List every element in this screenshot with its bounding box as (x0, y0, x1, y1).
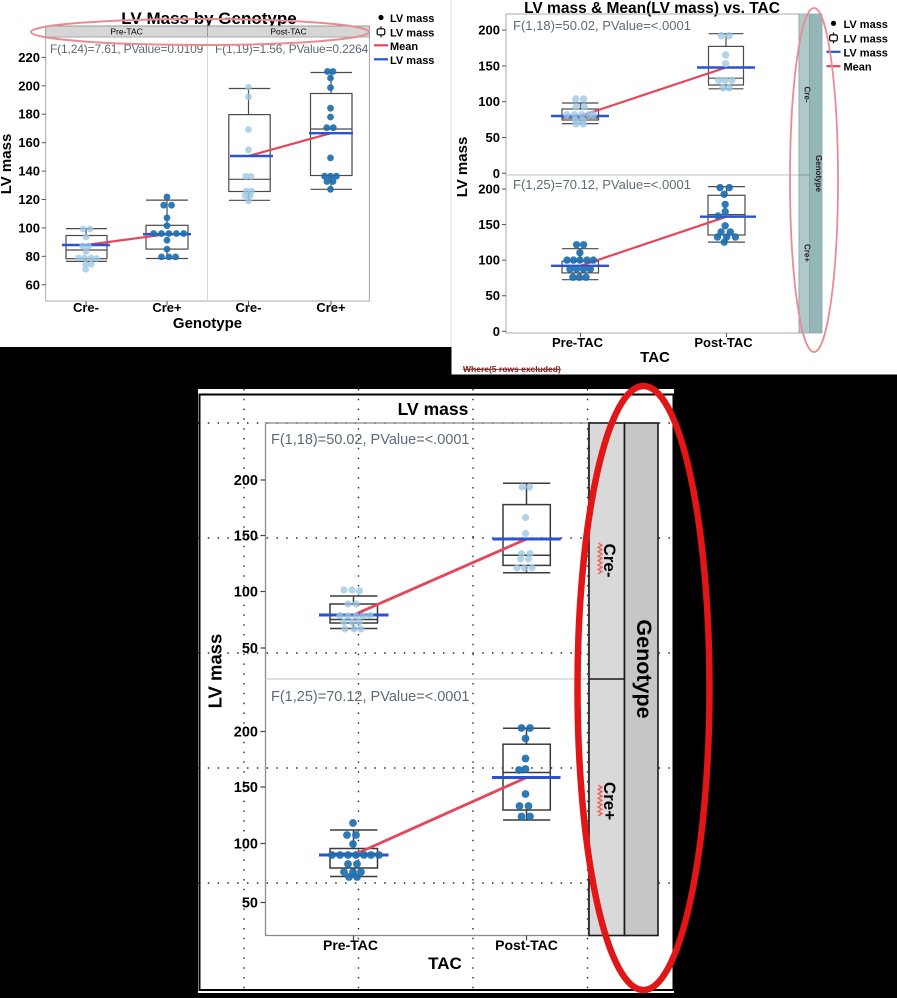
svg-text:Cre+: Cre+ (316, 300, 346, 315)
svg-text:180: 180 (18, 107, 40, 122)
svg-text:LV mass: LV mass (390, 27, 434, 39)
svg-text:100: 100 (478, 253, 500, 268)
svg-text:Genotype: Genotype (814, 155, 823, 192)
svg-text:100: 100 (478, 94, 500, 109)
svg-text:LV mass: LV mass (844, 19, 888, 31)
svg-text:200: 200 (234, 725, 258, 741)
svg-text:Mean: Mean (844, 62, 872, 74)
svg-text:LV mass: LV mass (205, 634, 226, 709)
svg-text:160: 160 (18, 135, 40, 150)
svg-text:F(1,18)=50.02, PValue=<.0001: F(1,18)=50.02, PValue=<.0001 (271, 432, 469, 448)
svg-text:F(1,25)=70.12, PValue=<.0001: F(1,25)=70.12, PValue=<.0001 (271, 689, 469, 705)
svg-text:60: 60 (26, 277, 40, 292)
svg-text:220: 220 (18, 50, 40, 65)
svg-text:TAC: TAC (428, 954, 462, 973)
svg-text:TAC: TAC (640, 349, 670, 366)
svg-text:Cre+: Cre+ (803, 244, 812, 262)
svg-text:50: 50 (486, 288, 500, 303)
svg-text:100: 100 (18, 220, 40, 235)
svg-text:Pre-TAC: Pre-TAC (552, 335, 604, 350)
svg-text:Genotype: Genotype (632, 619, 656, 718)
svg-text:LV mass: LV mass (0, 134, 15, 195)
svg-text:150: 150 (478, 58, 500, 73)
svg-text:0: 0 (493, 324, 500, 339)
svg-text:Cre+: Cre+ (152, 300, 182, 315)
svg-text:Cre-: Cre- (803, 86, 812, 102)
svg-text:140: 140 (18, 164, 40, 179)
svg-text:LV mass: LV mass (398, 399, 469, 419)
svg-text:Pre-TAC: Pre-TAC (323, 937, 378, 953)
svg-text:50: 50 (242, 896, 258, 912)
svg-text:LV mass: LV mass (454, 137, 471, 198)
svg-text:LV mass & Mean(LV mass) vs. TA: LV mass & Mean(LV mass) vs. TAC (524, 0, 780, 17)
svg-text:F(1,18)=50.02, PValue=<.0001: F(1,18)=50.02, PValue=<.0001 (513, 18, 691, 33)
svg-text:Post-TAC: Post-TAC (495, 937, 558, 953)
svg-text:Post-TAC: Post-TAC (694, 335, 753, 350)
svg-text:100: 100 (234, 585, 258, 601)
svg-text:200: 200 (234, 473, 258, 489)
svg-text:200: 200 (478, 23, 500, 38)
svg-text:LV mass: LV mass (844, 33, 888, 45)
svg-text:Where(5 rows excluded): Where(5 rows excluded) (463, 364, 561, 374)
svg-text:LV mass: LV mass (844, 47, 888, 59)
svg-text:50: 50 (486, 130, 500, 145)
svg-text:Cre+: Cre+ (600, 782, 619, 820)
svg-text:200: 200 (18, 78, 40, 93)
svg-text:Cre-: Cre- (73, 300, 99, 315)
svg-text:80: 80 (26, 249, 40, 264)
svg-text:0: 0 (493, 166, 500, 181)
svg-text:LV mass: LV mass (390, 13, 434, 25)
svg-text:F(1,19)=1.56, PValue=0.2264: F(1,19)=1.56, PValue=0.2264 (215, 42, 369, 56)
svg-text:Cre-: Cre- (600, 543, 619, 577)
svg-text:Mean: Mean (390, 41, 418, 53)
svg-text:Pre-TAC: Pre-TAC (110, 27, 142, 37)
svg-text:50: 50 (242, 641, 258, 657)
svg-text:200: 200 (478, 182, 500, 197)
svg-text:150: 150 (478, 217, 500, 232)
svg-text:Genotype: Genotype (173, 315, 242, 332)
svg-text:F(1,25)=70.12, PValue=<.0001: F(1,25)=70.12, PValue=<.0001 (513, 177, 691, 192)
svg-text:100: 100 (234, 837, 258, 853)
svg-text:150: 150 (234, 529, 258, 545)
svg-text:Cre-: Cre- (235, 300, 261, 315)
svg-text:150: 150 (234, 780, 258, 796)
svg-text:LV mass: LV mass (390, 55, 434, 67)
svg-text:120: 120 (18, 192, 40, 207)
svg-text:Post-TAC: Post-TAC (270, 27, 306, 37)
